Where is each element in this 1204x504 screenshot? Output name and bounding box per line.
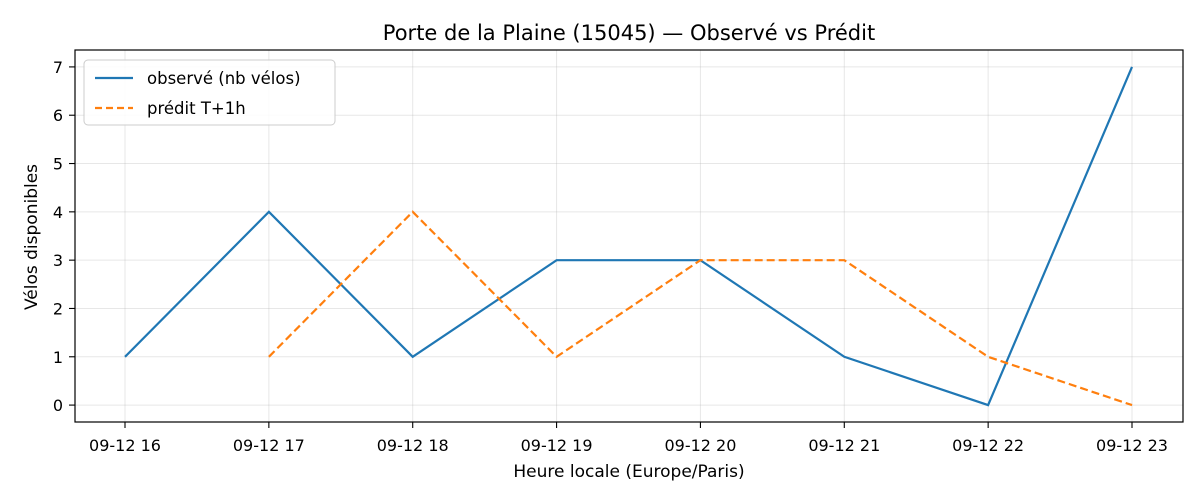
chart-title: Porte de la Plaine (15045) — Observé vs …: [383, 21, 875, 45]
y-tick-label: 4: [53, 203, 63, 222]
y-tick-label: 2: [53, 299, 63, 318]
observed-series-line: [124, 66, 1134, 407]
y-axis: 0 1 2 3 4 5 6 7: [53, 58, 75, 415]
y-tick-label: 5: [53, 155, 63, 174]
legend: observé (nb vélos) prédit T+1h: [83, 59, 336, 126]
legend-label-observed: observé (nb vélos): [147, 69, 301, 88]
y-tick-label: 0: [53, 396, 63, 415]
x-axis-label: Heure locale (Europe/Paris): [513, 462, 744, 482]
y-tick-label: 3: [53, 251, 63, 270]
x-tick-label: 09-12 22: [952, 436, 1024, 455]
x-tick-label: 09-12 21: [808, 436, 880, 455]
plot-frame: [74, 49, 1184, 423]
legend-label-predicted: prédit T+1h: [147, 99, 246, 118]
legend-box: [83, 59, 336, 126]
x-tick-label: 09-12 17: [233, 436, 305, 455]
predicted-series-line: [268, 210, 1133, 407]
grid: [75, 50, 1183, 422]
y-tick-label: 7: [53, 58, 63, 77]
x-tick-label: 09-12 23: [1096, 436, 1168, 455]
series-layer: [124, 66, 1134, 407]
x-tick-label: 09-12 19: [521, 436, 593, 455]
y-tick-label: 1: [53, 348, 63, 367]
x-axis: 09-12 16 09-12 17 09-12 18 09-12 19 09-12 20…: [89, 422, 1168, 455]
x-tick-label: 09-12 18: [377, 436, 449, 455]
x-tick-label: 09-12 16: [89, 436, 161, 455]
y-axis-label: Vélos disponibles: [22, 164, 42, 310]
x-tick-label: 09-12 20: [664, 436, 736, 455]
y-tick-label: 6: [53, 106, 63, 125]
